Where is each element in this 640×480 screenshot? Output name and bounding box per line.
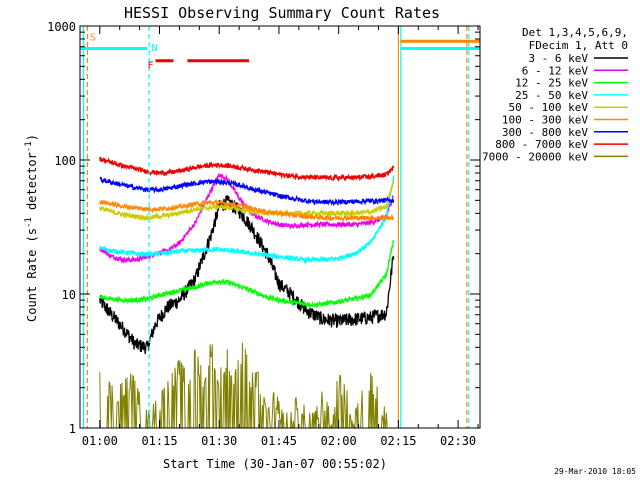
series-line-3-6-kev bbox=[99, 195, 395, 355]
series-line-12-25-kev bbox=[99, 240, 395, 309]
plot-frame bbox=[79, 25, 481, 429]
legend-label-25-50-kev: 25 - 50 keV bbox=[515, 89, 588, 102]
y-axis: 1 10 100 1000 bbox=[47, 20, 480, 436]
legend: Det 1,3,4,5,6,9, FDecim 1, Att 0 3 - 6 k… bbox=[482, 26, 628, 163]
legend-label-3-6-kev: 3 - 6 keV bbox=[528, 52, 588, 65]
plot-area: S NF bbox=[79, 25, 481, 430]
y-tick-label: 100 bbox=[54, 154, 76, 168]
x-tick-label: 01:00 bbox=[82, 434, 118, 448]
x-tick-label: 01:15 bbox=[141, 434, 177, 448]
series-line-25-50-kev bbox=[99, 175, 395, 265]
legend-label-6-12-kev: 6 - 12 keV bbox=[522, 64, 589, 77]
flag-label-f: F bbox=[148, 61, 154, 72]
x-tick-label: 02:15 bbox=[380, 434, 416, 448]
series-line-800-7000-kev bbox=[99, 156, 395, 183]
legend-header-line-2: FDecim 1, Att 0 bbox=[529, 39, 628, 52]
y-axis-label: Count Rate (s-1 detector-1) bbox=[24, 134, 39, 322]
legend-label-7000-20000-kev: 7000 - 20000 keV bbox=[482, 150, 588, 163]
x-tick-label: 01:45 bbox=[261, 434, 297, 448]
legend-label-100-300-kev: 100 - 300 keV bbox=[502, 114, 588, 127]
series-line-7000-20000-kev bbox=[99, 342, 393, 430]
y-tick-label: 1 bbox=[69, 422, 76, 436]
x-axis: 01:00 01:15 01:30 01:45 02:00 02:15 02:30 bbox=[82, 26, 479, 448]
x-tick-label: 01:30 bbox=[201, 434, 237, 448]
legend-header-line-1: Det 1,3,4,5,6,9, bbox=[522, 26, 628, 39]
legend-label-300-800-kev: 300 - 800 keV bbox=[502, 126, 588, 139]
legend-label-50-100-kev: 50 - 100 keV bbox=[509, 101, 589, 114]
x-tick-label: 02:00 bbox=[321, 434, 357, 448]
x-axis-label: Start Time (30-Jan-07 00:55:02) bbox=[163, 457, 387, 471]
flag-label-s: S bbox=[90, 32, 96, 43]
legend-label-800-7000-kev: 800 - 7000 keV bbox=[495, 138, 588, 151]
footer-date: 29-Mar-2010 18:05 bbox=[554, 467, 636, 476]
y-tick-label: 1000 bbox=[47, 20, 76, 34]
x-tick-label: 02:30 bbox=[440, 434, 476, 448]
series-line-300-800-kev bbox=[99, 176, 395, 207]
legend-label-12-25-kev: 12 - 25 keV bbox=[515, 77, 588, 90]
chart-title: HESSI Observing Summary Count Rates bbox=[124, 4, 440, 22]
y-tick-label: 10 bbox=[62, 288, 76, 302]
flag-label-n: N bbox=[152, 43, 158, 54]
